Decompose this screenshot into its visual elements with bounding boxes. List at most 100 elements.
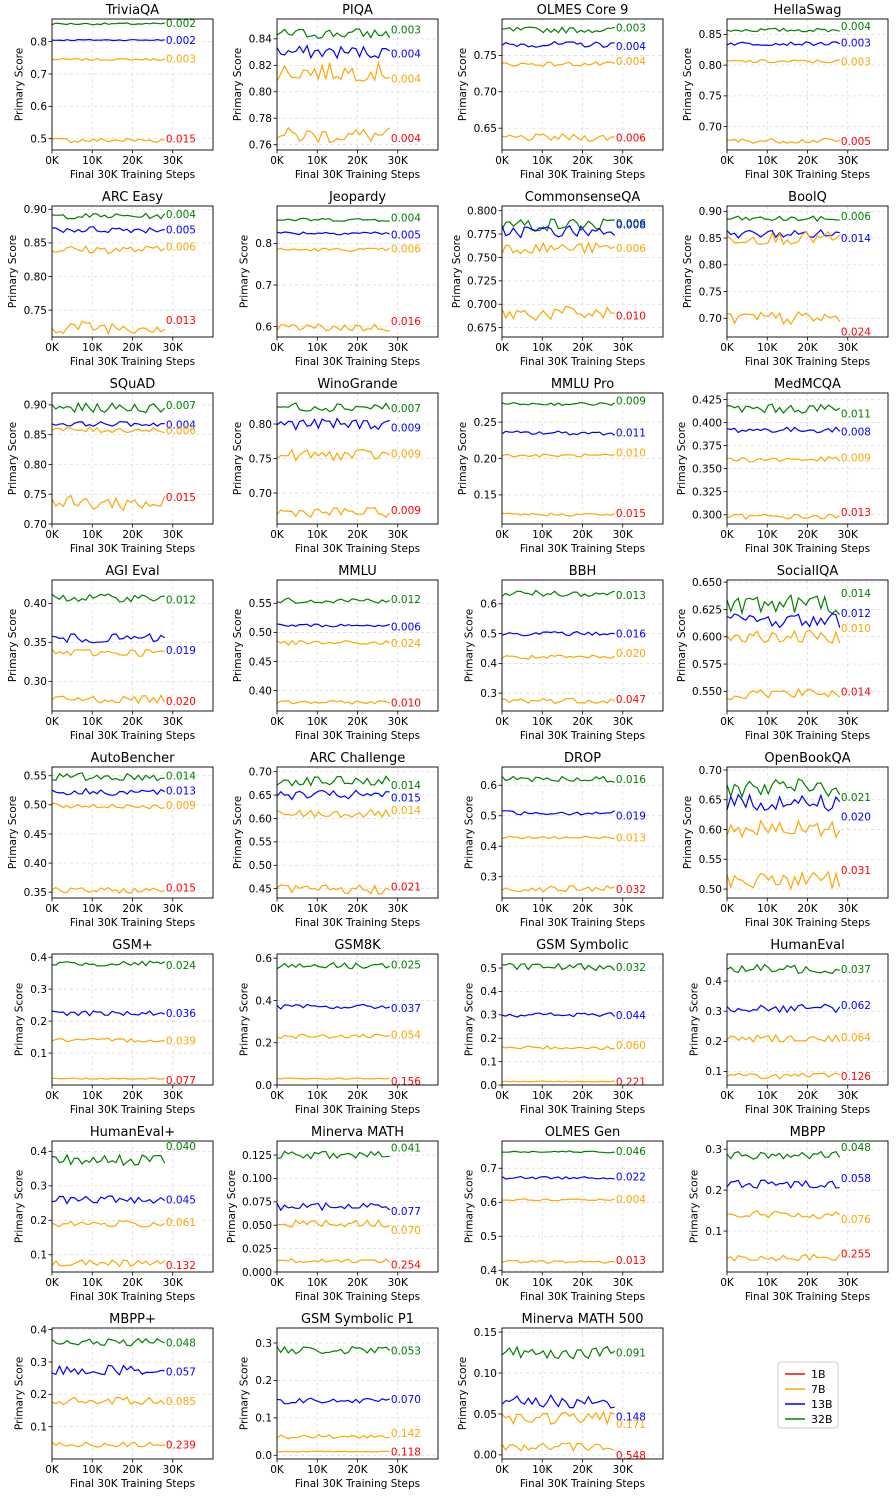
series-line — [726, 310, 841, 326]
x-tick-label: 10K — [532, 155, 553, 167]
sd-label: 0.013 — [841, 507, 871, 519]
sd-label: 0.085 — [166, 1396, 196, 1408]
y-tick-label: 0.15 — [474, 1327, 497, 1339]
x-tick-label: 20K — [572, 903, 593, 915]
series-line — [726, 778, 841, 799]
series-line — [51, 1396, 166, 1406]
x-tick-label: 20K — [122, 529, 143, 541]
y-tick-label: 0.75 — [24, 305, 47, 317]
series-line — [51, 1077, 165, 1080]
subplot-title: AGI Eval — [105, 564, 159, 579]
x-tick-label: 30K — [388, 342, 409, 354]
x-tick-label: 20K — [572, 1090, 593, 1102]
x-axis-label: Final 30K Training Steps — [70, 169, 195, 181]
series-line — [726, 215, 840, 223]
y-tick-label: 0.80 — [699, 260, 722, 272]
x-tick-label: 0K — [720, 1277, 735, 1289]
x-tick-label: 30K — [163, 155, 184, 167]
sd-label: 0.015 — [616, 508, 646, 520]
subplot-title: PIQA — [342, 3, 373, 18]
series-line — [726, 1210, 841, 1220]
series-line — [51, 38, 165, 42]
sd-label: 0.013 — [166, 785, 196, 797]
sd-label: 0.013 — [166, 315, 196, 327]
subplot-title: BBH — [569, 564, 597, 579]
series-line — [501, 224, 616, 239]
x-tick-label: 30K — [838, 903, 859, 915]
y-tick-label: 0.80 — [699, 60, 722, 72]
y-tick-label: 0.65 — [474, 123, 497, 135]
x-tick-label: 10K — [82, 529, 103, 541]
sd-label: 0.010 — [616, 310, 646, 322]
sd-label: 0.004 — [391, 213, 421, 225]
sd-label: 0.008 — [841, 427, 871, 439]
x-axis-label: Final 30K Training Steps — [520, 730, 645, 742]
y-tick-label: 0.675 — [467, 322, 497, 334]
x-tick-label: 20K — [572, 529, 593, 541]
sd-label: 0.016 — [391, 316, 421, 328]
x-tick-label: 30K — [838, 342, 859, 354]
subplot-title: MMLU Pro — [551, 377, 614, 392]
y-tick-label: 0.1 — [30, 1421, 47, 1433]
subplot-14: 0.013 0.016 0.020 0.047 0K 10K 20K 30K 0.3 0.4 0.5… — [463, 564, 664, 742]
series-line — [501, 1441, 615, 1453]
x-axis-label: Final 30K Training Steps — [745, 1104, 870, 1116]
series-line — [501, 885, 615, 893]
series-line — [726, 426, 841, 434]
x-axis-label: Final 30K Training Steps — [745, 917, 870, 929]
x-axis-label: Final 30K Training Steps — [70, 1291, 195, 1303]
y-tick-label: 0.1 — [480, 1056, 497, 1068]
x-axis-label: Final 30K Training Steps — [745, 1291, 870, 1303]
x-tick-label: 0K — [45, 1090, 60, 1102]
sd-label: 0.003 — [841, 56, 871, 68]
x-tick-label: 0K — [495, 716, 510, 728]
y-tick-label: 0.6 — [255, 953, 272, 965]
sd-label: 0.046 — [616, 1146, 646, 1158]
x-tick-label: 20K — [572, 1464, 593, 1476]
series-line — [276, 1202, 391, 1212]
subplot-21: 0.025 0.037 0.054 0.156 0K 10K 20K 30K 0.0 0.2 0.4… — [238, 938, 439, 1116]
x-axis-label: Final 30K Training Steps — [70, 543, 195, 555]
sd-label: 0.006 — [166, 241, 196, 253]
series-line — [726, 455, 841, 463]
series-line — [51, 212, 166, 220]
series-line — [51, 22, 165, 26]
sd-label: 0.003 — [166, 53, 196, 65]
sd-label: 0.037 — [391, 1003, 421, 1015]
sd-label: 0.003 — [616, 23, 646, 35]
series-line — [501, 1410, 615, 1426]
x-tick-label: 0K — [270, 1090, 285, 1102]
y-tick-label: 0.2 — [705, 1185, 722, 1197]
subplot-title: SQuAD — [110, 377, 156, 392]
x-axis-label: Final 30K Training Steps — [745, 169, 870, 181]
sd-label: 0.005 — [391, 229, 421, 241]
y-tick-label: 0.5 — [480, 963, 497, 975]
x-tick-label: 10K — [82, 342, 103, 354]
subplot-22: 0.032 0.044 0.060 0.221 0K 10K 20K 30K 0.0 0.1 0.2… — [463, 938, 664, 1116]
x-tick-label: 0K — [495, 1277, 510, 1289]
y-tick-label: 0.4 — [30, 952, 47, 964]
y-axis-label: Primary Score — [7, 609, 19, 682]
y-tick-label: 0.40 — [249, 685, 272, 697]
y-tick-label: 0.1 — [705, 1226, 722, 1238]
y-tick-label: 0.5 — [30, 133, 47, 145]
series-line — [51, 772, 165, 782]
series-line — [276, 1433, 390, 1440]
x-tick-label: 0K — [270, 529, 285, 541]
sd-label: 0.014 — [166, 771, 196, 783]
subplot-29: 0.053 0.070 0.142 0.118 0K 10K 20K 30K 0.0 0.1 0.2… — [238, 1312, 439, 1490]
series-line — [51, 137, 165, 144]
series-line — [726, 593, 841, 616]
series-line — [501, 1259, 615, 1264]
sd-label: 0.013 — [616, 590, 646, 602]
series-line — [501, 775, 615, 783]
series-line — [501, 697, 615, 705]
x-tick-label: 10K — [532, 903, 553, 915]
sd-label: 0.044 — [616, 1010, 646, 1022]
sd-label: 0.004 — [391, 133, 421, 145]
x-axis-label: Final 30K Training Steps — [70, 917, 195, 929]
subplot-title: GSM+ — [112, 938, 152, 953]
subplot-title: CommonsenseQA — [525, 190, 641, 205]
